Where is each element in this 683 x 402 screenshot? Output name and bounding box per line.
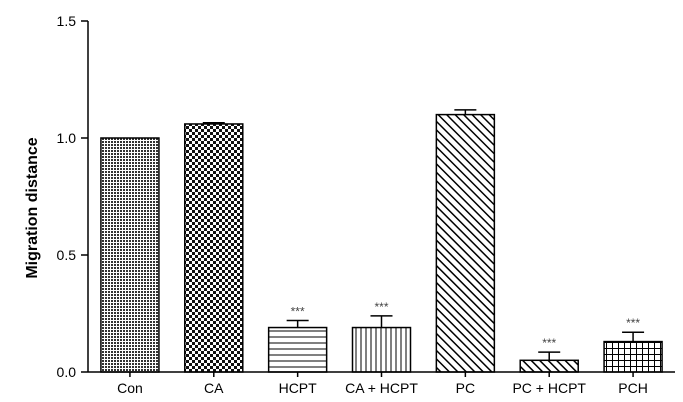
significance-label: *** bbox=[626, 316, 640, 330]
x-tick-label: Con bbox=[117, 380, 143, 396]
bar-group: *** bbox=[351, 300, 412, 373]
y-tick-label: 1.0 bbox=[57, 130, 77, 146]
significance-label: *** bbox=[542, 336, 556, 350]
x-axis: Con CA HCPT CA + HCPT PC PC + HCPT PCH bbox=[88, 371, 675, 396]
x-tick-label: PCH bbox=[618, 380, 648, 396]
x-tick-label: HCPT bbox=[279, 380, 318, 396]
bar-group bbox=[184, 122, 244, 373]
bar-group bbox=[435, 109, 496, 373]
y-axis-label: Migration distance bbox=[24, 137, 41, 278]
bar-group: *** bbox=[603, 316, 663, 373]
y-tick-label: 0.5 bbox=[57, 247, 77, 263]
x-tick-label: PC bbox=[456, 380, 475, 396]
bar-group: *** bbox=[519, 336, 579, 373]
bar bbox=[519, 359, 579, 373]
bar bbox=[267, 326, 328, 373]
bar-group bbox=[100, 137, 160, 373]
bar bbox=[603, 340, 663, 373]
y-tick-label: 1.5 bbox=[57, 13, 77, 29]
bar bbox=[100, 137, 160, 373]
significance-label: *** bbox=[291, 305, 305, 319]
significance-label: *** bbox=[374, 300, 388, 314]
bar bbox=[435, 113, 496, 373]
x-tick-label: PC + HCPT bbox=[512, 380, 586, 396]
bars: *** *** *** *** bbox=[100, 109, 663, 373]
x-tick-label: CA + HCPT bbox=[345, 380, 418, 396]
y-tick-label: 0.0 bbox=[57, 364, 77, 380]
x-tick-label: CA bbox=[204, 380, 224, 396]
bar bbox=[184, 123, 244, 373]
bar-group: *** bbox=[267, 305, 328, 373]
bar bbox=[351, 326, 412, 373]
y-axis: 0.0 0.5 1.0 1.5 bbox=[57, 13, 89, 380]
